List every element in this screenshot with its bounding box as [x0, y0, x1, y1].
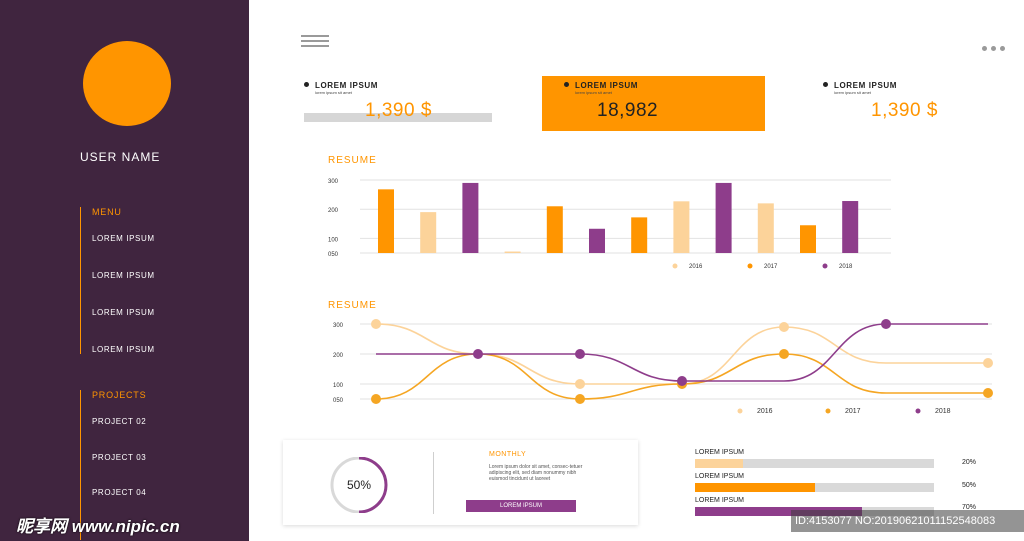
progress-value: 50% — [962, 482, 977, 489]
donut-progress-arc — [358, 457, 388, 513]
data-point — [473, 349, 483, 359]
legend-label: 2016 — [689, 264, 703, 270]
data-point — [371, 394, 381, 404]
data-point — [677, 376, 687, 386]
monthly-button[interactable]: LOREM IPSUM — [466, 500, 576, 512]
bar — [715, 182, 732, 253]
stat-sub: lorem ipsum sit amet — [315, 90, 352, 95]
data-point — [779, 322, 789, 332]
hamburger-icon[interactable] — [301, 35, 329, 47]
legend-label: 2016 — [757, 408, 773, 415]
y-tick-label: 200 — [333, 353, 344, 359]
menu-item[interactable]: LOREM IPSUM — [92, 345, 155, 354]
menu-item[interactable]: LOREM IPSUM — [92, 271, 155, 280]
data-point — [881, 319, 891, 329]
menu-section: MENU LOREM IPSUM LOREM IPSUM LOREM IPSUM… — [80, 207, 154, 354]
bar — [673, 201, 690, 253]
bar-chart: 300 200 100 050 2016 2017 2018 — [328, 179, 891, 270]
stat-label: LOREM IPSUM — [823, 81, 897, 90]
progress-value: 20% — [962, 459, 977, 466]
progress-value: 70% — [962, 504, 977, 511]
menu-item[interactable]: LOREM IPSUM — [92, 234, 155, 243]
progress-label: LOREM IPSUM — [695, 473, 745, 480]
projects-title: PROJECTS — [92, 390, 147, 400]
progress-track — [695, 459, 934, 468]
stat-label: LOREM IPSUM — [564, 81, 638, 90]
progress-fill — [695, 483, 815, 492]
y-tick-label: 100 — [328, 237, 339, 243]
bar — [378, 189, 394, 253]
sidebar: USER NAME MENU LOREM IPSUM LOREM IPSUM L… — [0, 0, 249, 541]
stat-label: LOREM IPSUM — [304, 81, 378, 90]
legend-marker — [672, 263, 678, 269]
line-chart-title: RESUME — [328, 300, 377, 311]
stat-card-highlight — [542, 76, 765, 131]
progress-track — [695, 483, 934, 492]
y-tick-label: 100 — [333, 383, 344, 389]
line-chart: 300 200 100 050 2016 2017 2018 — [333, 319, 993, 415]
menu-title: MENU — [92, 207, 122, 217]
legend-label: 2018 — [839, 264, 853, 270]
bar — [842, 201, 859, 253]
data-point — [575, 394, 585, 404]
stat-value: 1,390 $ — [365, 100, 432, 121]
project-item[interactable]: PROJECT 04 — [92, 488, 147, 497]
projects-section: PROJECTS PROJECT 02 PROJECT 03 PROJECT 0… — [80, 390, 146, 540]
stat-value: 18,982 — [597, 100, 659, 121]
data-point — [575, 349, 585, 359]
image-id-stamp: ID:4153077 NO:20190621011152548083 — [791, 510, 1024, 532]
bar — [546, 206, 563, 253]
legend-marker — [915, 408, 921, 414]
series-line — [376, 323, 988, 382]
bar-chart-title: RESUME — [328, 155, 377, 166]
monthly-text: Lorem ipsum dolor sit amet, consec-tetue… — [489, 464, 583, 482]
bar — [462, 182, 479, 253]
data-point — [779, 349, 789, 359]
data-point — [371, 319, 381, 329]
monthly-title: MONTHLY — [489, 451, 527, 458]
y-tick-label: 300 — [328, 179, 339, 185]
progress-label: LOREM IPSUM — [695, 497, 745, 504]
avatar[interactable] — [83, 41, 171, 126]
stat-underline-bar — [304, 113, 492, 122]
project-item[interactable]: PROJECT 03 — [92, 453, 147, 462]
menu-item[interactable]: LOREM IPSUM — [92, 308, 155, 317]
more-dots-icon[interactable] — [982, 38, 1016, 51]
username: USER NAME — [80, 150, 161, 164]
monthly-card — [283, 440, 638, 525]
legend-marker — [822, 263, 828, 269]
y-tick-label: 200 — [328, 208, 339, 214]
y-tick-label: 050 — [328, 252, 339, 258]
legend-label: 2018 — [935, 408, 951, 415]
bar — [631, 217, 648, 253]
donut-label: 50% — [347, 478, 371, 492]
bar — [504, 251, 521, 253]
donut-chart: 50% — [330, 457, 388, 513]
legend-marker — [747, 263, 753, 269]
legend-marker — [825, 408, 831, 414]
data-point — [983, 388, 993, 398]
bar — [589, 228, 605, 253]
bar — [757, 203, 774, 253]
divider — [433, 452, 434, 514]
stat-sub: lorem ipsum sit amet — [834, 90, 871, 95]
legend-label: 2017 — [845, 408, 861, 415]
stat-value: 1,390 $ — [871, 100, 938, 121]
stat-sub: lorem ipsum sit amet — [575, 90, 612, 95]
data-point — [575, 379, 585, 389]
legend-marker — [737, 408, 743, 414]
y-tick-label: 300 — [333, 323, 344, 329]
watermark: 昵享网 www.nipic.cn — [16, 517, 180, 536]
project-item[interactable]: PROJECT 02 — [92, 417, 147, 426]
legend-label: 2017 — [764, 264, 778, 270]
data-point — [983, 358, 993, 368]
bar — [420, 212, 437, 253]
progress-label: LOREM IPSUM — [695, 449, 745, 456]
y-tick-label: 050 — [333, 398, 344, 404]
progress-fill — [695, 507, 863, 516]
bar — [800, 225, 816, 253]
progress-fill — [695, 459, 743, 468]
